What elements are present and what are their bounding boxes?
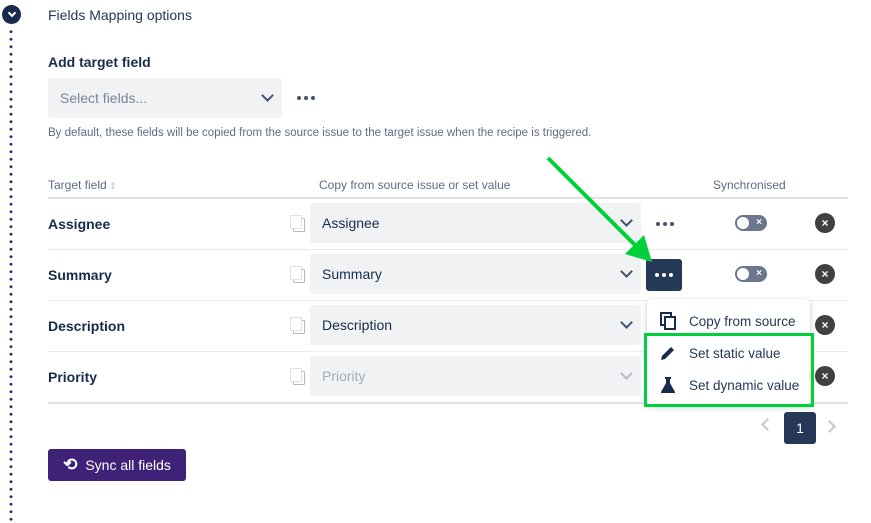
remove-row-button[interactable]: × <box>815 366 835 386</box>
chevron-down-icon <box>620 367 633 380</box>
chevron-down-icon <box>261 89 274 102</box>
copy-icon-back <box>290 266 302 280</box>
collapse-step-button[interactable] <box>2 5 21 24</box>
row-target-field: Priority <box>48 369 98 385</box>
sort-icon: ⇕ <box>106 181 117 191</box>
table-bottom-divider <box>48 402 848 404</box>
row-target-field: Summary <box>48 267 112 283</box>
chevron-down-icon <box>620 316 633 329</box>
pencil-icon <box>647 344 689 362</box>
row-divider <box>48 300 848 301</box>
source-value-select[interactable]: Summary <box>310 254 641 294</box>
row-divider <box>48 249 848 250</box>
row-target-field: Description <box>48 318 126 334</box>
row-more-options-button[interactable] <box>654 220 676 228</box>
copy-icon <box>647 312 689 330</box>
sync-toggle[interactable]: × <box>735 215 767 231</box>
copy-icon-back <box>290 215 302 229</box>
sync-icon: ⟲ <box>63 455 78 474</box>
section-title: Fields Mapping options <box>48 7 192 23</box>
more-options-button[interactable] <box>295 94 317 102</box>
header-divider <box>48 197 848 199</box>
header-source: Copy from source issue or set value <box>319 178 511 192</box>
select-placeholder: Select fields... <box>60 90 148 106</box>
sync-all-fields-button[interactable]: ⟲ Sync all fields <box>48 449 186 481</box>
help-text: By default, these fields will be copied … <box>48 127 592 139</box>
source-value-select[interactable]: Assignee <box>310 203 641 243</box>
add-target-label: Add target field <box>48 54 151 70</box>
copy-icon-back <box>290 368 302 382</box>
header-synchronised: Synchronised <box>713 178 786 192</box>
copy-icon-back <box>290 317 302 331</box>
chevron-down-icon <box>7 8 16 18</box>
source-value-select[interactable]: Priority <box>310 356 641 396</box>
menu-item-copy-from-source[interactable]: Copy from source <box>647 306 810 336</box>
remove-row-button[interactable]: × <box>815 315 835 335</box>
select-fields-dropdown[interactable]: Select fields... <box>48 78 282 118</box>
remove-row-button[interactable]: × <box>815 213 835 233</box>
value-options-menu: Copy from source Set static value Set dy… <box>647 299 810 405</box>
next-page-button[interactable] <box>823 420 836 433</box>
menu-item-set-static-value[interactable]: Set static value <box>647 338 810 368</box>
highlight-box <box>644 333 814 407</box>
page-1-button[interactable]: 1 <box>784 412 816 444</box>
row-divider <box>48 351 848 352</box>
remove-row-button[interactable]: × <box>815 264 835 284</box>
annotation-arrow <box>546 156 652 262</box>
header-target-field[interactable]: Target field ⇕ <box>48 178 117 192</box>
menu-item-set-dynamic-value[interactable]: Set dynamic value <box>647 370 810 400</box>
source-value-select[interactable]: Description <box>310 305 641 345</box>
sync-toggle[interactable]: × <box>735 266 767 282</box>
row-target-field: Assignee <box>48 216 111 232</box>
step-connector <box>9 28 13 523</box>
flask-icon <box>647 376 689 394</box>
row-more-options-button-active[interactable] <box>646 259 682 291</box>
prev-page-button[interactable] <box>761 418 774 431</box>
